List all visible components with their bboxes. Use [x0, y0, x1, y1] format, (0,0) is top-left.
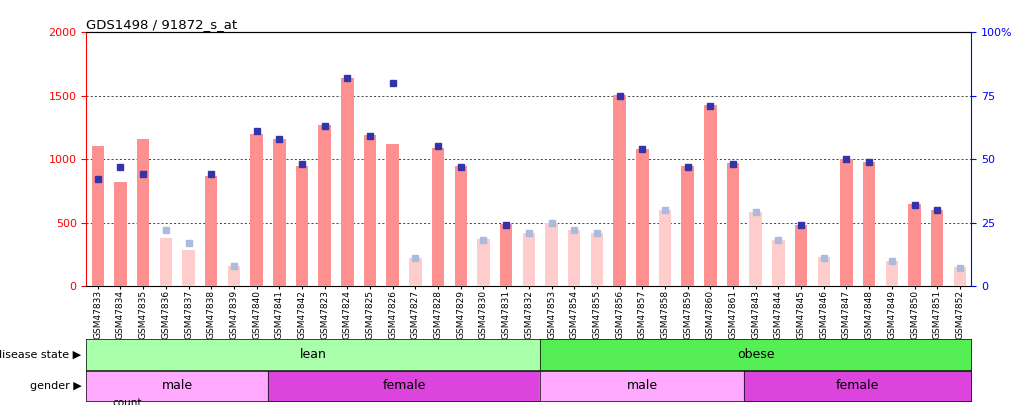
Text: male: male: [162, 379, 193, 392]
Bar: [659, 210, 671, 286]
Bar: [750, 212, 762, 286]
Bar: [182, 250, 195, 286]
Bar: [477, 239, 490, 286]
Bar: [840, 159, 852, 286]
Bar: [591, 233, 603, 286]
Bar: [364, 135, 376, 286]
Bar: [567, 230, 581, 286]
Bar: [386, 144, 399, 286]
Bar: [92, 147, 104, 286]
Bar: [86, 339, 971, 370]
Bar: [296, 166, 308, 286]
Bar: [114, 182, 127, 286]
Bar: [455, 166, 467, 286]
Text: female: female: [382, 379, 426, 392]
Bar: [862, 162, 876, 286]
Text: obese: obese: [737, 348, 775, 361]
Bar: [545, 223, 557, 286]
Bar: [432, 148, 444, 286]
Text: female: female: [836, 379, 880, 392]
Bar: [205, 176, 218, 286]
Bar: [160, 238, 172, 286]
Bar: [681, 166, 694, 286]
Text: GDS1498 / 91872_s_at: GDS1498 / 91872_s_at: [86, 18, 238, 31]
Bar: [341, 78, 354, 286]
Text: gender ▶: gender ▶: [29, 381, 81, 391]
Bar: [818, 257, 830, 286]
Bar: [137, 139, 149, 286]
Bar: [908, 204, 920, 286]
Bar: [886, 260, 898, 286]
Bar: [273, 139, 286, 286]
Bar: [613, 94, 625, 286]
Text: disease state ▶: disease state ▶: [0, 350, 81, 360]
Bar: [500, 224, 513, 286]
Bar: [931, 210, 944, 286]
Bar: [727, 163, 739, 286]
Bar: [523, 233, 535, 286]
Bar: [772, 240, 785, 286]
Bar: [795, 225, 807, 286]
Bar: [409, 258, 422, 286]
Bar: [228, 266, 240, 286]
Bar: [704, 104, 717, 286]
Text: count: count: [112, 398, 141, 405]
Bar: [250, 134, 262, 286]
Text: lean: lean: [300, 348, 326, 361]
Bar: [954, 267, 966, 286]
Bar: [318, 125, 331, 286]
Text: male: male: [626, 379, 658, 392]
Bar: [636, 149, 649, 286]
